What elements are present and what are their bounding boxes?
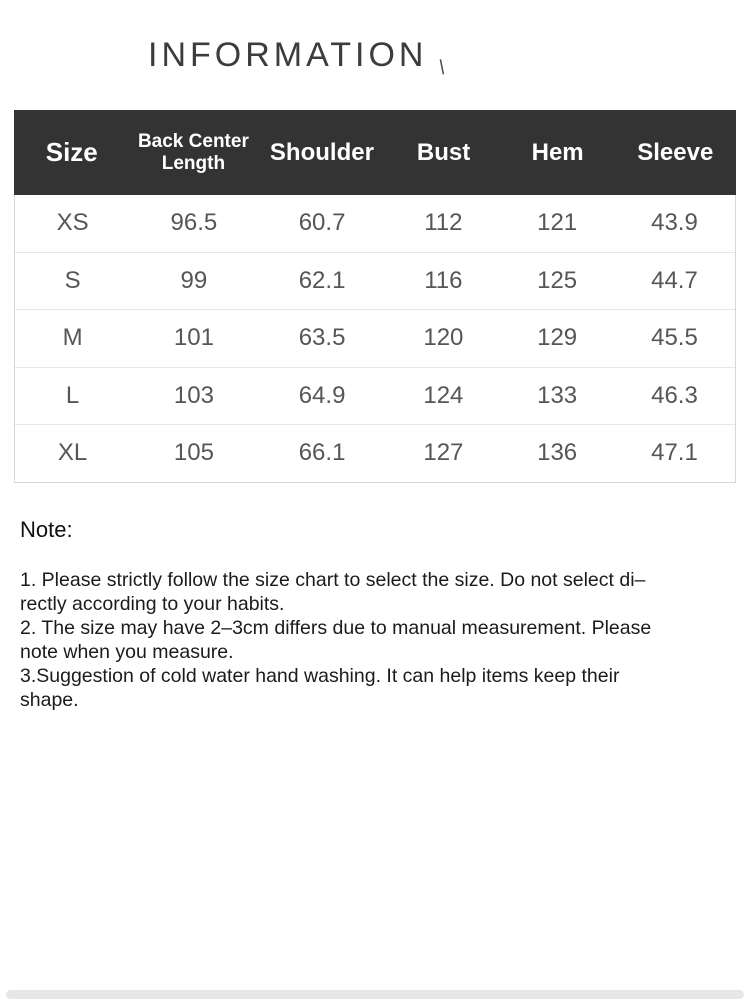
column-header: Back Center Length: [137, 130, 249, 174]
measurement-cell: 44.7: [651, 266, 698, 294]
size-cell: XS: [56, 209, 89, 237]
table-row: XL 105 66.1 127 136 47.1: [15, 425, 735, 482]
column-header: Bust: [416, 138, 471, 166]
column-header: Sleeve: [637, 138, 714, 166]
size-table: Size Back Center Length Shoulder Bust Hem Sle…: [14, 110, 736, 483]
page-title: INFORMATION: [148, 35, 428, 75]
measurement-cell: 116: [424, 266, 463, 294]
note-heading: Note:: [20, 516, 73, 542]
size-cell: S: [64, 266, 81, 294]
measurement-cell: 101: [173, 324, 214, 352]
measurement-cell: 66.1: [298, 439, 346, 467]
title-accent-mark: \: [438, 56, 446, 80]
measurement-cell: 43.9: [651, 209, 698, 237]
measurement-cell: 127: [423, 439, 464, 467]
note-line: shape.: [20, 688, 79, 711]
measurement-cell: 136: [537, 439, 578, 467]
column-header: Size: [45, 136, 98, 167]
measurement-cell: 129: [537, 324, 578, 352]
note-line: note when you measure.: [20, 640, 234, 663]
size-cell: M: [62, 324, 83, 352]
note-line: rectly according to your habits.: [20, 592, 285, 615]
measurement-cell: 45.5: [651, 324, 698, 352]
note-line: 1. Please strictly follow the size chart…: [20, 568, 646, 591]
bottom-divider-bar: [6, 990, 744, 999]
measurement-cell: 99: [180, 266, 208, 294]
measurement-cell: 47.1: [651, 439, 698, 467]
size-cell: XL: [57, 439, 88, 467]
measurement-cell: 103: [173, 381, 214, 409]
measurement-cell: 64.9: [298, 381, 346, 409]
note-line: 2. The size may have 2–3cm differs due t…: [20, 616, 652, 639]
note-line: 3.Suggestion of cold water hand washing.…: [20, 664, 620, 687]
measurement-cell: 125: [537, 266, 578, 294]
measurement-cell: 133: [537, 381, 578, 409]
note-section: Note: 1. Please strictly follow the size…: [20, 517, 730, 712]
size-table-body: XS 96.5 60.7 112 121 43.9 S 99 62.1 116 125 44.7 M 10…: [14, 195, 736, 483]
measurement-cell: 105: [173, 439, 214, 467]
column-header: Shoulder: [269, 138, 374, 166]
measurement-cell: 60.7: [298, 209, 346, 237]
measurement-cell: 112: [424, 209, 463, 237]
measurement-cell: 120: [423, 324, 464, 352]
column-header: Hem: [531, 138, 584, 166]
measurement-cell: 96.5: [170, 209, 218, 237]
size-table-header: Size Back Center Length Shoulder Bust Hem Sle…: [14, 110, 736, 195]
measurement-cell: 124: [423, 381, 464, 409]
table-row: S 99 62.1 116 125 44.7: [15, 253, 735, 310]
size-cell: L: [65, 381, 80, 409]
table-row: XS 96.5 60.7 112 121 43.9: [15, 195, 735, 253]
note-text: 1. Please strictly follow the size chart…: [20, 568, 730, 712]
measurement-cell: 62.1: [298, 266, 346, 294]
measurement-cell: 121: [537, 209, 578, 237]
measurement-cell: 46.3: [651, 381, 698, 409]
measurement-cell: 63.5: [298, 324, 346, 352]
table-row: L 103 64.9 124 133 46.3: [15, 368, 735, 425]
title-row: INFORMATION \: [0, 0, 750, 80]
table-row: M 101 63.5 120 129 45.5: [15, 310, 735, 368]
